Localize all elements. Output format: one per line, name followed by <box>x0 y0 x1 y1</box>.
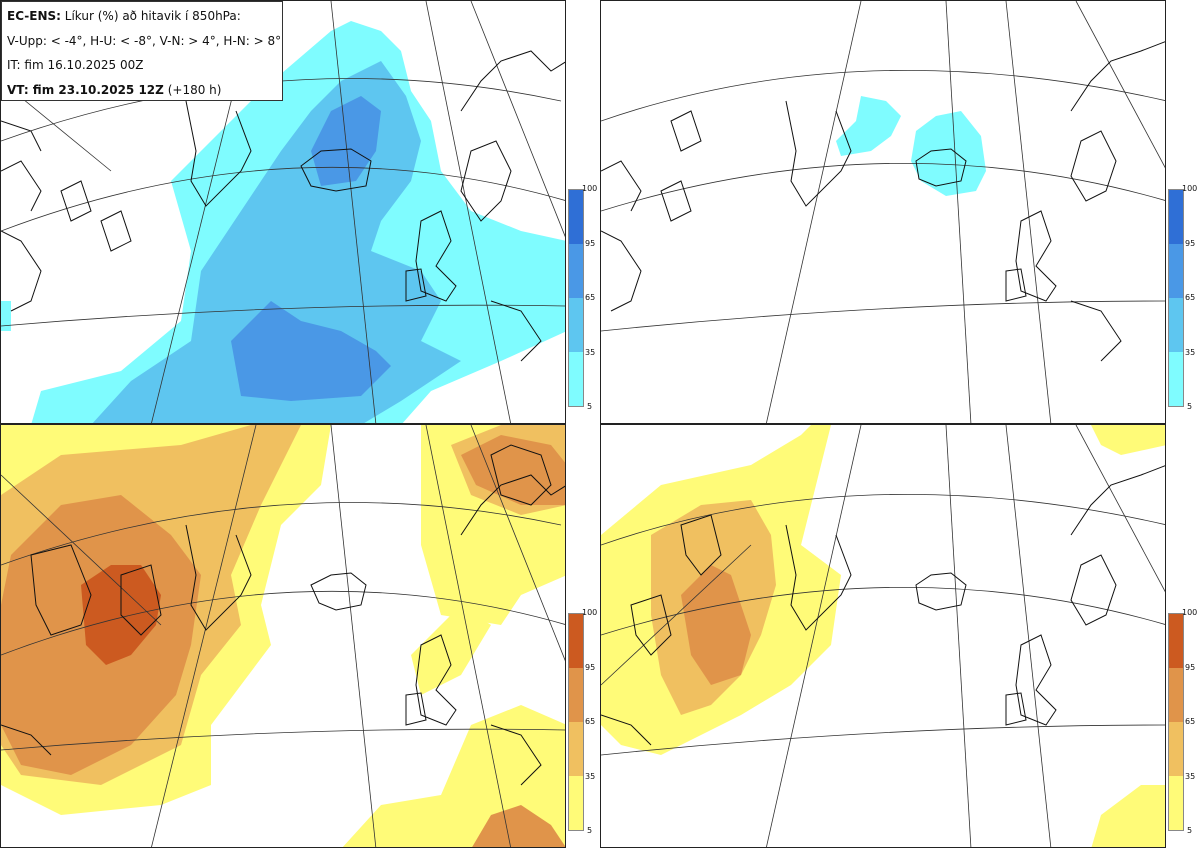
graticule <box>601 1 1165 423</box>
valid-time-label: VT: fim 23.10.2025 12Z <box>7 82 164 97</box>
coastlines <box>1 50 565 362</box>
cbar-tick-35: 35 <box>1185 772 1196 781</box>
prob-dark-orange-area-se <box>472 805 565 847</box>
coastlines <box>1 444 565 786</box>
map-upper-left <box>1 1 565 423</box>
graticule <box>1 425 565 847</box>
prob-dark-orange-area-east <box>461 435 565 505</box>
colorbar-cold-upper-left <box>568 189 584 407</box>
cbar-tick-5: 5 <box>587 826 593 835</box>
coastlines <box>601 465 1165 746</box>
model-label: EC-ENS: <box>7 9 61 23</box>
map-upper-right <box>601 1 1165 423</box>
cbar-tick-65: 65 <box>1185 293 1196 302</box>
lead-time-label: (+180 h) <box>167 82 222 97</box>
graticule <box>601 425 1165 847</box>
map-panel-lower-left <box>0 424 566 848</box>
cbar-tick-5: 5 <box>1187 402 1193 411</box>
cbar-tick-65: 65 <box>1185 717 1196 726</box>
map-panel-upper-right <box>600 0 1166 424</box>
info-box: EC-ENS: Líkur (%) að hitavik í 850hPa: V… <box>1 1 283 101</box>
cbar-tick-5: 5 <box>1187 826 1193 835</box>
cbar-tick-95: 95 <box>1185 663 1196 672</box>
colorbar-cold-upper-right <box>1168 189 1184 407</box>
map-panel-upper-left: EC-ENS: Líkur (%) að hitavik í 850hPa: V… <box>0 0 566 424</box>
coastlines <box>601 41 1165 362</box>
cbar-tick-95: 95 <box>585 239 596 248</box>
prob-dark-orange-area <box>681 565 751 685</box>
cbar-tick-5: 5 <box>587 402 593 411</box>
map-lower-right <box>601 425 1165 847</box>
prob-yellow-area-se <box>1091 785 1165 847</box>
cbar-tick-35: 35 <box>1185 348 1196 357</box>
prob-cyan-area-left <box>1 301 11 331</box>
cbar-tick-35: 35 <box>585 772 596 781</box>
cbar-tick-100: 100 <box>1182 184 1198 193</box>
title-label: Líkur (%) að hitavik í 850hPa: <box>64 9 241 23</box>
cbar-tick-65: 65 <box>585 717 596 726</box>
colorbar-warm-lower-left <box>568 613 584 831</box>
cbar-tick-95: 95 <box>585 663 596 672</box>
cbar-tick-100: 100 <box>1182 608 1198 617</box>
cbar-tick-100: 100 <box>582 608 598 617</box>
cbar-tick-100: 100 <box>582 184 598 193</box>
cbar-tick-95: 95 <box>1185 239 1196 248</box>
cbar-tick-35: 35 <box>585 348 596 357</box>
prob-cyan-area <box>836 96 901 156</box>
prob-yellow-area-ne <box>1091 425 1165 455</box>
prob-blue-core-south <box>231 301 391 401</box>
colorbar-warm-lower-right <box>1168 613 1184 831</box>
prob-yellow-area-mid <box>411 605 491 695</box>
map-lower-left <box>1 425 565 847</box>
prob-cyan-area-iceland <box>911 111 986 196</box>
map-panel-lower-right <box>600 424 1166 848</box>
criteria-label: V-Upp: < -4°, H-U: < -8°, V-N: > 4°, H-N… <box>7 33 282 48</box>
init-time-label: IT: fim 16.10.2025 00Z <box>7 58 144 72</box>
cbar-tick-65: 65 <box>585 293 596 302</box>
